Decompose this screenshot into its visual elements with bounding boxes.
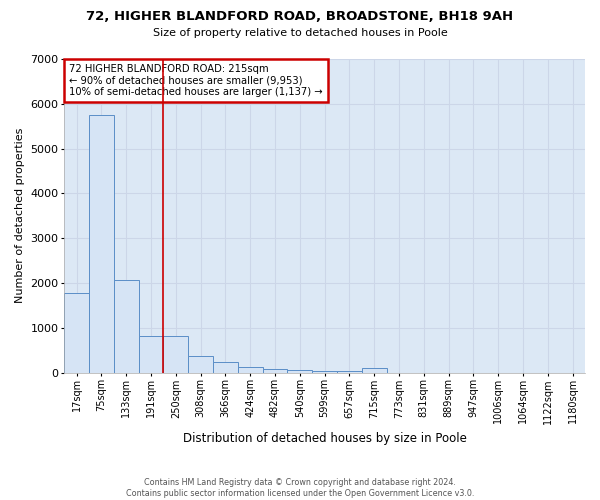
Bar bbox=[188, 356, 213, 372]
Bar bbox=[362, 368, 386, 372]
Bar bbox=[312, 370, 337, 372]
Text: 72, HIGHER BLANDFORD ROAD, BROADSTONE, BH18 9AH: 72, HIGHER BLANDFORD ROAD, BROADSTONE, B… bbox=[86, 10, 514, 23]
Y-axis label: Number of detached properties: Number of detached properties bbox=[15, 128, 25, 304]
Text: Size of property relative to detached houses in Poole: Size of property relative to detached ho… bbox=[152, 28, 448, 38]
Text: 72 HIGHER BLANDFORD ROAD: 215sqm
← 90% of detached houses are smaller (9,953)
10: 72 HIGHER BLANDFORD ROAD: 215sqm ← 90% o… bbox=[70, 64, 323, 97]
Bar bbox=[163, 336, 188, 372]
Bar bbox=[263, 368, 287, 372]
X-axis label: Distribution of detached houses by size in Poole: Distribution of detached houses by size … bbox=[182, 432, 467, 445]
Bar bbox=[64, 293, 89, 372]
Bar bbox=[238, 368, 263, 372]
Bar bbox=[89, 115, 114, 372]
Bar bbox=[287, 370, 312, 372]
Text: Contains HM Land Registry data © Crown copyright and database right 2024.
Contai: Contains HM Land Registry data © Crown c… bbox=[126, 478, 474, 498]
Bar bbox=[213, 362, 238, 372]
Bar bbox=[139, 336, 163, 372]
Bar bbox=[114, 280, 139, 372]
